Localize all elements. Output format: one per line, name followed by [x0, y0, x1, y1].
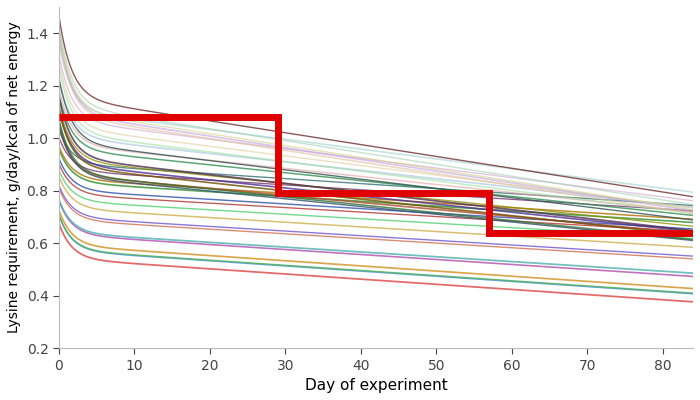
X-axis label: Day of experiment: Day of experiment [304, 378, 447, 393]
Y-axis label: Lysine requirement, g/day/kcal of net energy: Lysine requirement, g/day/kcal of net en… [7, 22, 21, 333]
